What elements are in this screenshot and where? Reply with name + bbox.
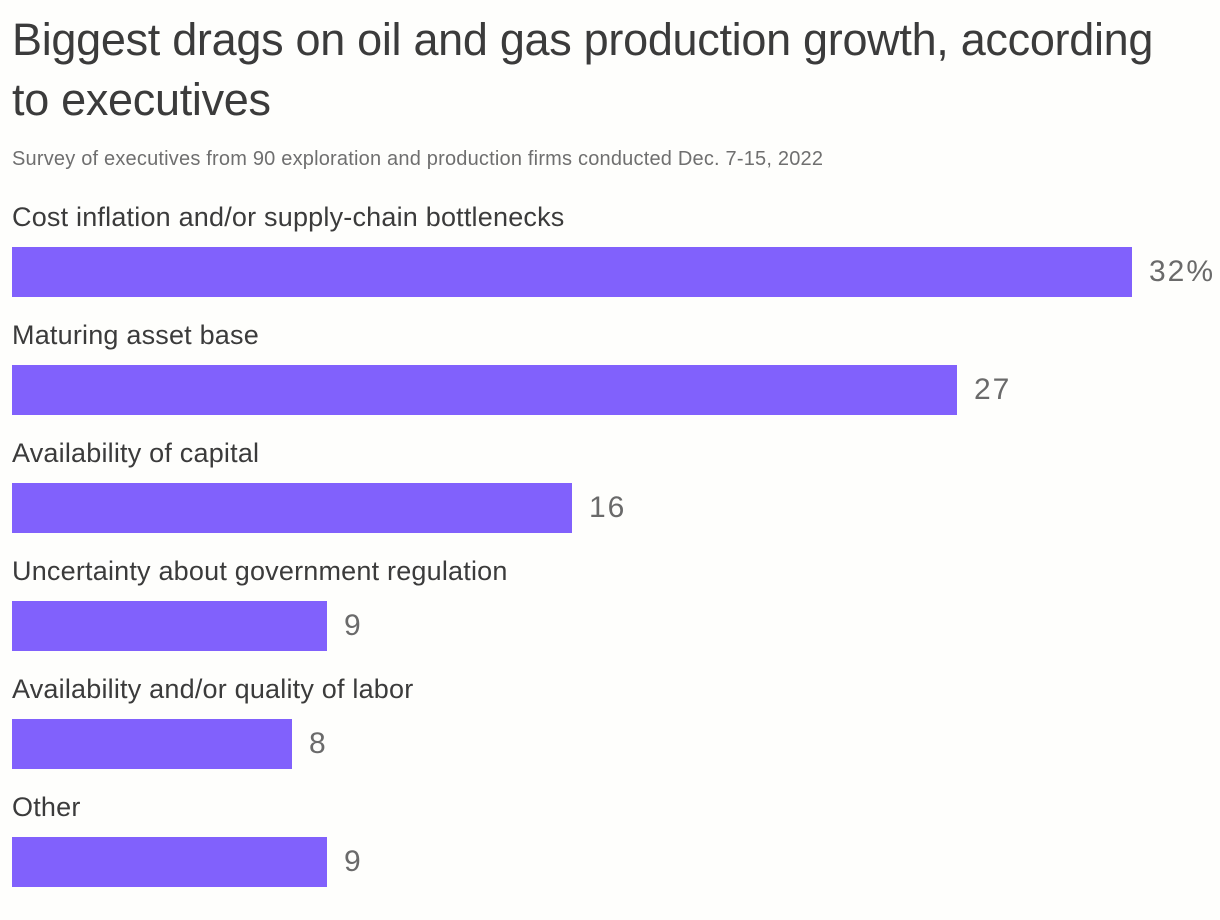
bar-row: Other 9 (12, 790, 1208, 887)
category-label: Uncertainty about government regulation (12, 555, 508, 586)
bar-line: 32% (12, 246, 1213, 297)
bar-line: 9 (12, 600, 1208, 651)
category-label: Maturing asset base (12, 319, 259, 350)
bar (12, 718, 292, 769)
bar-line: 27 (12, 364, 1208, 415)
category-label: Other (12, 791, 81, 822)
value-label: 9 (344, 844, 363, 878)
bar-row: Uncertainty about government regulation … (12, 554, 1208, 651)
value-label: 9 (344, 608, 363, 642)
value-label: 27 (974, 372, 1012, 406)
bar-line: 9 (12, 836, 1208, 887)
bar (12, 246, 1132, 297)
bar (12, 364, 957, 415)
chart-subtitle: Survey of executives from 90 exploration… (12, 147, 824, 170)
category-label: Cost inflation and/or supply-chain bottl… (12, 201, 565, 232)
value-label: 16 (589, 490, 627, 524)
bar-row: Maturing asset base 27 (12, 318, 1208, 415)
value-label: 8 (309, 726, 328, 760)
bar-row: Cost inflation and/or supply-chain bottl… (12, 200, 1213, 297)
bar-row: Availability of capital 16 (12, 436, 1208, 533)
bar-chart: Cost inflation and/or supply-chain bottl… (12, 200, 1213, 887)
bar-row: Availability and/or quality of labor 8 (12, 672, 1208, 769)
chart-page: Biggest drags on oil and gas production … (12, 14, 1213, 887)
chart-title: Biggest drags on oil and gas production … (12, 14, 1154, 126)
bar-line: 8 (12, 718, 1208, 769)
bar (12, 600, 327, 651)
category-label: Availability of capital (12, 437, 260, 468)
bar-line: 16 (12, 482, 1208, 533)
category-label: Availability and/or quality of labor (12, 673, 414, 704)
bar (12, 482, 572, 533)
bar (12, 836, 327, 887)
value-label: 32% (1149, 254, 1216, 288)
